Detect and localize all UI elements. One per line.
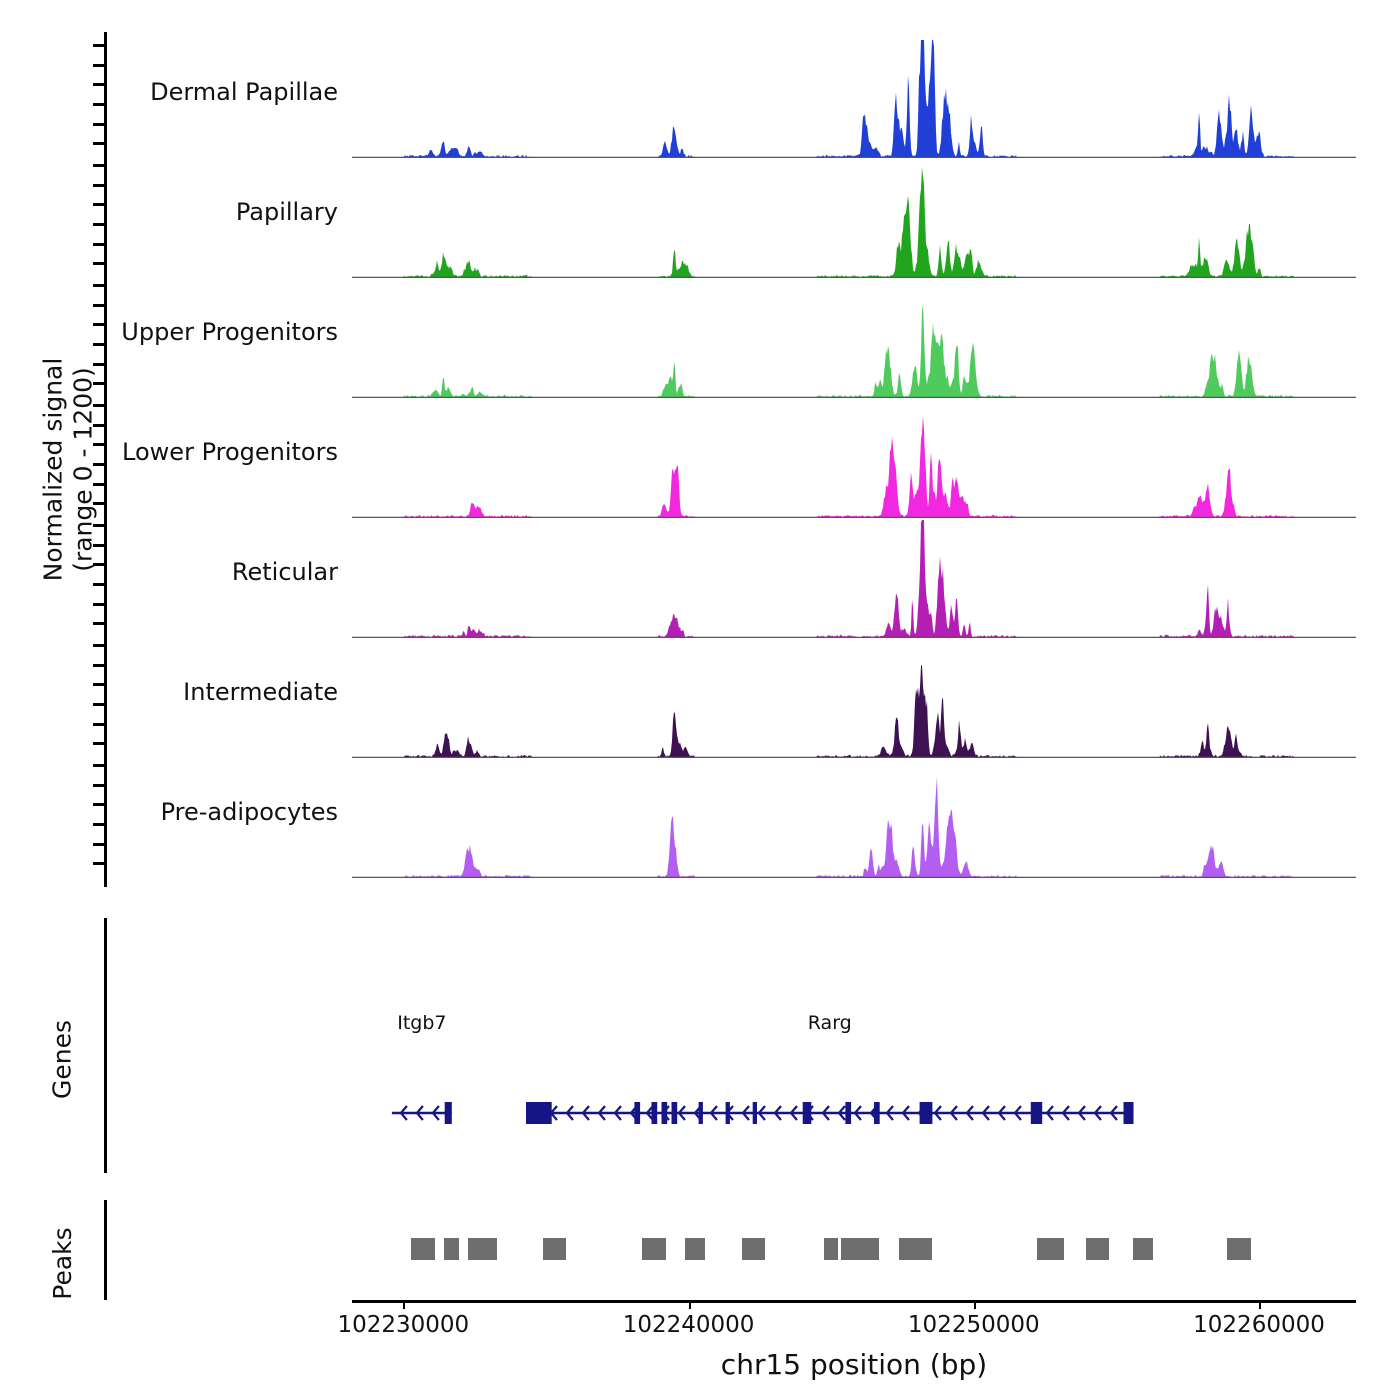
signal-axis-tick <box>93 482 104 486</box>
track-label-pre-adipocytes: Pre-adipocytes <box>160 798 338 826</box>
peak-region <box>543 1238 566 1260</box>
signal-track-lower-progenitors <box>352 400 1356 518</box>
peak-region <box>685 1238 706 1260</box>
track-label-lower-progenitors: Lower Progenitors <box>122 438 338 466</box>
x-axis-title: chr15 position (bp) <box>720 1348 988 1381</box>
peak-region <box>411 1238 436 1260</box>
signal-axis-tick <box>93 63 104 67</box>
peaks-axis-label: Peaks <box>48 1227 77 1300</box>
signal-axis-tick <box>93 284 104 287</box>
signal-axis-tick <box>93 644 104 647</box>
signal-track-reticular <box>352 520 1356 638</box>
signal-axis-tick <box>93 602 104 606</box>
signal-axis-tick <box>93 443 104 447</box>
signal-axis-tick <box>93 343 104 346</box>
signal-axis-tick <box>93 703 104 706</box>
peak-region <box>1133 1238 1154 1260</box>
signal-axis-tick <box>93 103 104 106</box>
signal-axis-tick <box>93 722 104 726</box>
signal-axis-tick <box>93 223 104 226</box>
genes-axis-label: Genes <box>47 1020 77 1100</box>
signal-track-upper-progenitors <box>352 280 1356 398</box>
peaks-axis-spine <box>104 1200 107 1300</box>
x-axis-tick-label: 102250000 <box>907 1312 1040 1338</box>
signal-axis-spine <box>93 32 107 887</box>
signal-axis-tick <box>93 823 104 826</box>
peak-region <box>1036 1238 1064 1260</box>
signal-axis-tick <box>93 543 104 547</box>
x-axis-tick <box>1259 1300 1261 1309</box>
signal-axis-tick <box>93 622 104 626</box>
signal-track-pre-adipocytes <box>352 760 1356 878</box>
peak-region <box>823 1238 839 1260</box>
track-label-reticular: Reticular <box>231 558 338 586</box>
signal-axis-tick <box>93 764 104 767</box>
x-axis-tick <box>688 1300 691 1309</box>
genes-axis-spine <box>104 918 107 1173</box>
signal-axis-tick <box>93 44 104 47</box>
peak-region <box>468 1238 497 1260</box>
x-axis-line <box>352 1300 1356 1303</box>
signal-axis-tick <box>93 323 104 327</box>
signal-axis-tick <box>93 122 104 126</box>
signal-axis-tick <box>93 742 104 746</box>
signal-axis-tick <box>93 563 104 567</box>
signal-axis-tick <box>93 423 104 427</box>
signal-axis-tick <box>93 524 104 527</box>
signal-axis-tick <box>93 583 104 586</box>
signal-track-papillary <box>352 160 1356 278</box>
signal-axis-tick <box>93 862 104 866</box>
signal-axis-tick <box>93 502 104 506</box>
peak-region <box>641 1238 666 1260</box>
peak-track <box>352 1238 1356 1262</box>
signal-track-intermediate <box>352 640 1356 758</box>
signal-axis-tick <box>93 142 104 146</box>
signal-axis-tick <box>93 842 104 846</box>
peak-region <box>742 1238 765 1260</box>
peak-region <box>1086 1238 1110 1260</box>
signal-axis-tick <box>93 203 104 207</box>
track-label-papillary: Papillary <box>235 198 338 226</box>
gene-name-itgb7: Itgb7 <box>397 1012 447 1034</box>
track-label-upper-progenitors: Upper Progenitors <box>121 318 338 346</box>
x-axis-tick-label: 102260000 <box>1193 1312 1325 1338</box>
peak-region <box>899 1238 933 1260</box>
signal-axis-tick <box>93 803 104 807</box>
x-axis-tick <box>403 1300 406 1309</box>
y-axis-label-line2: (range 0 - 1200) <box>68 367 97 572</box>
signal-axis-tick <box>93 164 104 167</box>
peak-region <box>444 1238 460 1260</box>
signal-axis-tick <box>93 404 104 407</box>
signal-axis-tick <box>93 183 104 187</box>
signal-axis-tick <box>93 83 104 87</box>
signal-axis-tick <box>93 683 104 687</box>
peak-region <box>840 1238 867 1260</box>
y-axis-label-line1: Normalized signal <box>38 357 68 582</box>
x-axis-tick-label: 102240000 <box>622 1312 755 1338</box>
signal-track-dermal-papillae <box>352 40 1356 158</box>
track-label-intermediate: Intermediate <box>183 678 338 706</box>
signal-axis-tick <box>93 362 104 366</box>
gene-name-rarg: Rarg <box>807 1012 852 1034</box>
gene-track <box>352 1095 1356 1131</box>
signal-axis-tick <box>93 783 104 787</box>
peak-region <box>866 1238 880 1260</box>
peak-region <box>1226 1238 1252 1260</box>
x-axis-tick-label: 102230000 <box>337 1312 470 1338</box>
signal-axis-tick <box>93 303 104 307</box>
x-axis-tick <box>973 1300 976 1309</box>
track-label-dermal-papillae: Dermal Papillae <box>150 78 338 106</box>
signal-axis-tick <box>93 262 104 266</box>
signal-axis-tick <box>93 663 104 667</box>
signal-axis-tick <box>93 242 104 246</box>
signal-axis-tick <box>93 382 104 386</box>
signal-axis-tick <box>93 463 104 466</box>
